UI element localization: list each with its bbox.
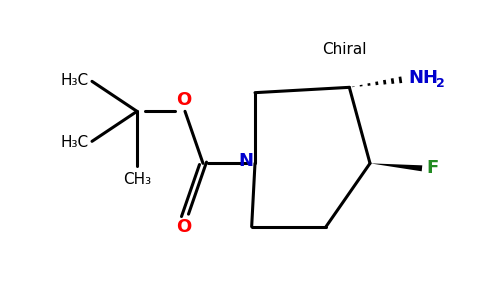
Text: O: O bbox=[176, 91, 192, 109]
Text: O: O bbox=[176, 218, 192, 236]
Polygon shape bbox=[370, 163, 422, 171]
Text: 2: 2 bbox=[437, 77, 445, 90]
Text: NH: NH bbox=[408, 69, 439, 87]
Text: F: F bbox=[426, 159, 438, 177]
Text: H₃C: H₃C bbox=[61, 73, 89, 88]
Text: Chiral: Chiral bbox=[322, 42, 366, 57]
Text: N: N bbox=[239, 152, 254, 170]
Text: H₃C: H₃C bbox=[61, 135, 89, 150]
Text: CH₃: CH₃ bbox=[123, 172, 151, 187]
